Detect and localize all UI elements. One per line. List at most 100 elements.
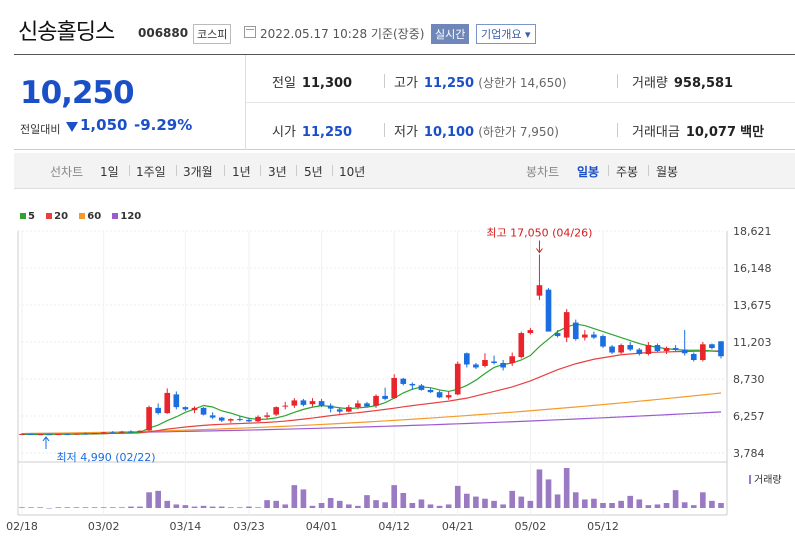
candle-body	[509, 356, 516, 363]
volume-bar	[55, 507, 62, 508]
volume-bar	[654, 504, 661, 508]
volume-bar	[82, 507, 89, 508]
volume-bar	[663, 503, 670, 508]
candle-body	[291, 400, 298, 406]
volume-bar	[681, 502, 688, 508]
volume-bar	[445, 504, 452, 508]
candle-body	[64, 434, 71, 436]
ma60-line	[21, 392, 722, 435]
candle-body	[191, 407, 198, 411]
period-daily[interactable]: 일봉	[577, 165, 600, 179]
period-10y[interactable]: 10년	[339, 165, 366, 179]
y-tick-label: 6,257	[733, 410, 765, 423]
volume-bar	[128, 506, 134, 508]
y-tick-label: 11,203	[733, 336, 772, 349]
candle-body	[182, 407, 189, 410]
period-1d[interactable]: 1일	[100, 165, 119, 179]
candle-body	[128, 431, 134, 433]
candle-body	[491, 361, 497, 363]
chart-legend: 5 20 60 120	[20, 211, 149, 222]
volume-bar	[273, 500, 279, 508]
candle-body	[273, 407, 279, 415]
volume-bar	[718, 503, 724, 508]
low-annotation: 최저 4,990 (02/22)	[56, 451, 155, 464]
stock-code: 006880	[138, 26, 189, 40]
candle-body	[255, 416, 261, 422]
candle-body	[409, 383, 416, 386]
period-1w[interactable]: 1주일	[136, 165, 166, 179]
current-price: 10,250	[20, 75, 135, 111]
change-label: 전일대비	[20, 123, 61, 136]
candle-body	[536, 285, 543, 296]
candle-chart-label: 봉차트	[526, 165, 560, 179]
volume-bar	[409, 503, 416, 508]
candle-body	[527, 330, 534, 334]
candle-body	[382, 395, 388, 399]
volume-bar	[173, 504, 180, 508]
period-3y[interactable]: 3년	[268, 165, 287, 179]
volume-bar	[618, 500, 624, 508]
realtime-button[interactable]: 실시간	[431, 24, 470, 44]
candle-body	[155, 407, 161, 414]
volume-bar	[536, 469, 543, 508]
candle-body	[173, 394, 180, 408]
x-tick-label: 04/01	[306, 520, 338, 533]
candle-body	[418, 385, 425, 390]
volume-bar	[237, 507, 243, 508]
volume-bar	[709, 500, 715, 508]
candle-body	[345, 407, 352, 412]
candle-body	[563, 312, 570, 338]
volume-bar	[119, 507, 125, 508]
volume-bar	[391, 485, 398, 508]
candle-body	[627, 345, 634, 350]
candle-body	[709, 344, 715, 349]
volume-bar	[545, 479, 552, 508]
volume-bar	[318, 503, 325, 508]
market-badge: 코스피	[193, 24, 232, 44]
volume-bar	[509, 490, 516, 508]
period-1y[interactable]: 1년	[232, 165, 251, 179]
candle-body	[73, 433, 80, 435]
volume-bar	[500, 504, 506, 508]
volume-bar	[609, 503, 615, 508]
volume-bar	[336, 500, 343, 508]
volume-bar	[563, 468, 570, 508]
volume-bar	[627, 495, 634, 508]
candle-body	[700, 344, 706, 360]
volume-bar	[518, 496, 525, 508]
candle-body	[355, 403, 361, 408]
ma120-line	[21, 411, 722, 435]
volume: 거래량 958,581	[632, 76, 734, 91]
header: 신송홀딩스 006880 코스피 2022.05.17 10:28 기준(장중)…	[0, 0, 795, 50]
y-tick-label: 16,148	[733, 262, 772, 275]
volume-bar	[255, 507, 261, 508]
candle-body	[681, 349, 688, 354]
period-weekly[interactable]: 주봉	[616, 165, 639, 179]
x-tick-label: 04/12	[378, 520, 410, 533]
x-tick-label: 03/23	[233, 520, 265, 533]
price-box: 10,250 전일대비 1,050 -9.29%	[14, 55, 246, 150]
period-3m[interactable]: 3개월	[183, 165, 213, 179]
y-tick-label: 8,730	[733, 373, 765, 386]
volume-bar	[155, 490, 161, 508]
company-overview-button[interactable]: 기업개요 ▾	[476, 24, 536, 44]
candle-body	[427, 389, 434, 393]
volume-bar	[454, 485, 461, 508]
candle-body	[436, 392, 443, 398]
candle-body	[237, 419, 243, 421]
volume-bar	[527, 500, 534, 508]
low-price: 저가 10,100 (하한가 7,950)	[394, 125, 559, 140]
volume-bar	[200, 505, 207, 508]
volume-bar	[300, 489, 307, 508]
volume-bar	[382, 502, 388, 508]
period-monthly[interactable]: 월봉	[656, 165, 679, 179]
period-5y[interactable]: 5년	[304, 165, 323, 179]
candle-body	[545, 289, 552, 332]
volume-bar	[436, 505, 443, 508]
x-tick-label: 04/21	[442, 520, 474, 533]
y-tick-label: 3,784	[733, 447, 765, 460]
open-price: 시가 11,250	[272, 125, 353, 140]
candle-body	[500, 362, 506, 368]
candle-body	[37, 434, 43, 436]
chart-toolbar: 선차트 1일 1주일 3개월 1년 3년 5년 10년 봉차트 일봉 주봉 월봉	[14, 153, 795, 189]
